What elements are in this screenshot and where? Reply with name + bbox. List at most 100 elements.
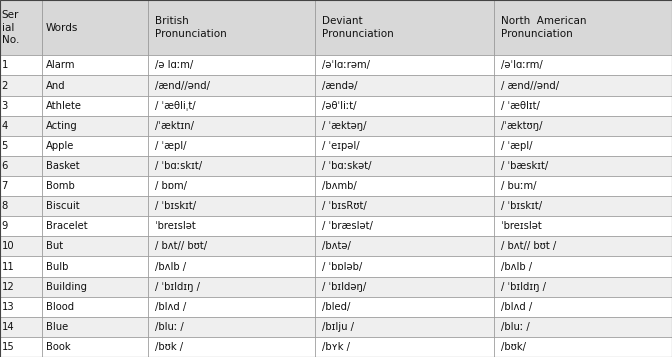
Bar <box>0 96 42 116</box>
Text: /blʌd /: /blʌd / <box>155 302 186 312</box>
Bar <box>493 156 672 176</box>
Text: North  American
Pronunciation: North American Pronunciation <box>501 16 586 39</box>
Text: 11: 11 <box>1 261 14 272</box>
Bar <box>315 277 493 297</box>
Bar <box>315 55 493 75</box>
Bar <box>42 156 148 176</box>
Bar <box>493 75 672 96</box>
Text: /ænd//ənd/: /ænd//ənd/ <box>155 80 210 91</box>
Bar <box>148 236 315 256</box>
Bar <box>315 297 493 317</box>
Text: Biscuit: Biscuit <box>46 201 80 211</box>
Text: Words: Words <box>46 22 79 33</box>
Text: Book: Book <box>46 342 71 352</box>
Text: And: And <box>46 80 66 91</box>
Text: 4: 4 <box>1 121 8 131</box>
Text: /bʌmb/: /bʌmb/ <box>323 181 357 191</box>
Text: / ˈbɪldɪŋ /: / ˈbɪldɪŋ / <box>501 282 546 292</box>
Bar <box>315 136 493 156</box>
Bar <box>42 75 148 96</box>
Text: / ˈbræslət/: / ˈbræslət/ <box>323 221 373 231</box>
Text: /bʏk /: /bʏk / <box>323 342 350 352</box>
Text: / ˈbɪldəŋ/: / ˈbɪldəŋ/ <box>323 282 366 292</box>
Text: /blʌd /: /blʌd / <box>501 302 532 312</box>
Bar <box>315 216 493 236</box>
Bar <box>493 116 672 136</box>
Bar <box>493 317 672 337</box>
Text: 13: 13 <box>1 302 14 312</box>
Text: /bʊk /: /bʊk / <box>155 342 183 352</box>
Bar <box>315 156 493 176</box>
Bar <box>42 277 148 297</box>
Text: / ˈæθlɪt/: / ˈæθlɪt/ <box>501 101 540 111</box>
Text: / ˈæpl/: / ˈæpl/ <box>501 141 532 151</box>
Bar <box>42 236 148 256</box>
Text: /əˈlɑːrm/: /əˈlɑːrm/ <box>501 60 542 70</box>
Text: 5: 5 <box>1 141 8 151</box>
Text: / ˈæθliˌt/: / ˈæθliˌt/ <box>155 101 196 111</box>
Text: 6: 6 <box>1 161 8 171</box>
Bar <box>315 317 493 337</box>
Bar <box>42 136 148 156</box>
Text: / bɒm/: / bɒm/ <box>155 181 187 191</box>
Bar <box>315 0 493 55</box>
Text: 2: 2 <box>1 80 8 91</box>
Bar <box>42 0 148 55</box>
Text: Bracelet: Bracelet <box>46 221 87 231</box>
Bar <box>42 116 148 136</box>
Bar <box>148 256 315 277</box>
Text: Blood: Blood <box>46 302 74 312</box>
Text: / ˈbæskɪt/: / ˈbæskɪt/ <box>501 161 548 171</box>
Bar <box>0 176 42 196</box>
Text: 15: 15 <box>1 342 14 352</box>
Bar <box>148 75 315 96</box>
Bar <box>148 136 315 156</box>
Text: /bʌlb /: /bʌlb / <box>501 261 532 272</box>
Bar <box>0 256 42 277</box>
Bar <box>0 216 42 236</box>
Text: Bulb: Bulb <box>46 261 69 272</box>
Bar <box>148 297 315 317</box>
Text: / ˈbɑːskət/: / ˈbɑːskət/ <box>323 161 372 171</box>
Bar <box>148 337 315 357</box>
Text: /bʊk/: /bʊk/ <box>501 342 526 352</box>
Text: / ˈeɪpəl/: / ˈeɪpəl/ <box>323 141 360 151</box>
Bar <box>0 55 42 75</box>
Bar <box>315 75 493 96</box>
Bar <box>0 297 42 317</box>
Bar <box>0 196 42 216</box>
Bar <box>315 196 493 216</box>
Text: 3: 3 <box>1 101 8 111</box>
Text: / bʌt// bʊt/: / bʌt// bʊt/ <box>155 241 207 251</box>
Bar <box>42 55 148 75</box>
Text: British
Pronunciation: British Pronunciation <box>155 16 226 39</box>
Bar <box>493 0 672 55</box>
Text: / ˈbɪskɪt/: / ˈbɪskɪt/ <box>155 201 196 211</box>
Bar <box>148 277 315 297</box>
Text: Acting: Acting <box>46 121 78 131</box>
Text: /bʌtə/: /bʌtə/ <box>323 241 351 251</box>
Text: /bʌlb /: /bʌlb / <box>155 261 186 272</box>
Text: /ændə/: /ændə/ <box>323 80 358 91</box>
Bar <box>0 136 42 156</box>
Text: /ə lɑːm/: /ə lɑːm/ <box>155 60 193 70</box>
Text: / ænd//ənd/: / ænd//ənd/ <box>501 80 559 91</box>
Bar <box>493 55 672 75</box>
Text: / ˈbɪsRʊt/: / ˈbɪsRʊt/ <box>323 201 367 211</box>
Text: /bluː /: /bluː / <box>501 322 530 332</box>
Bar <box>0 0 42 55</box>
Text: / ˈbɪskɪt/: / ˈbɪskɪt/ <box>501 201 542 211</box>
Text: /ˈæktɪn/: /ˈæktɪn/ <box>155 121 194 131</box>
Text: 12: 12 <box>1 282 14 292</box>
Bar <box>493 176 672 196</box>
Bar <box>493 216 672 236</box>
Bar <box>315 236 493 256</box>
Text: Athlete: Athlete <box>46 101 82 111</box>
Bar <box>42 196 148 216</box>
Text: 9: 9 <box>1 221 8 231</box>
Text: /əθˈliːt/: /əθˈliːt/ <box>323 101 357 111</box>
Text: Bomb: Bomb <box>46 181 75 191</box>
Text: / ˈæpl/: / ˈæpl/ <box>155 141 186 151</box>
Text: /əˈlɑːrəm/: /əˈlɑːrəm/ <box>323 60 370 70</box>
Bar <box>148 116 315 136</box>
